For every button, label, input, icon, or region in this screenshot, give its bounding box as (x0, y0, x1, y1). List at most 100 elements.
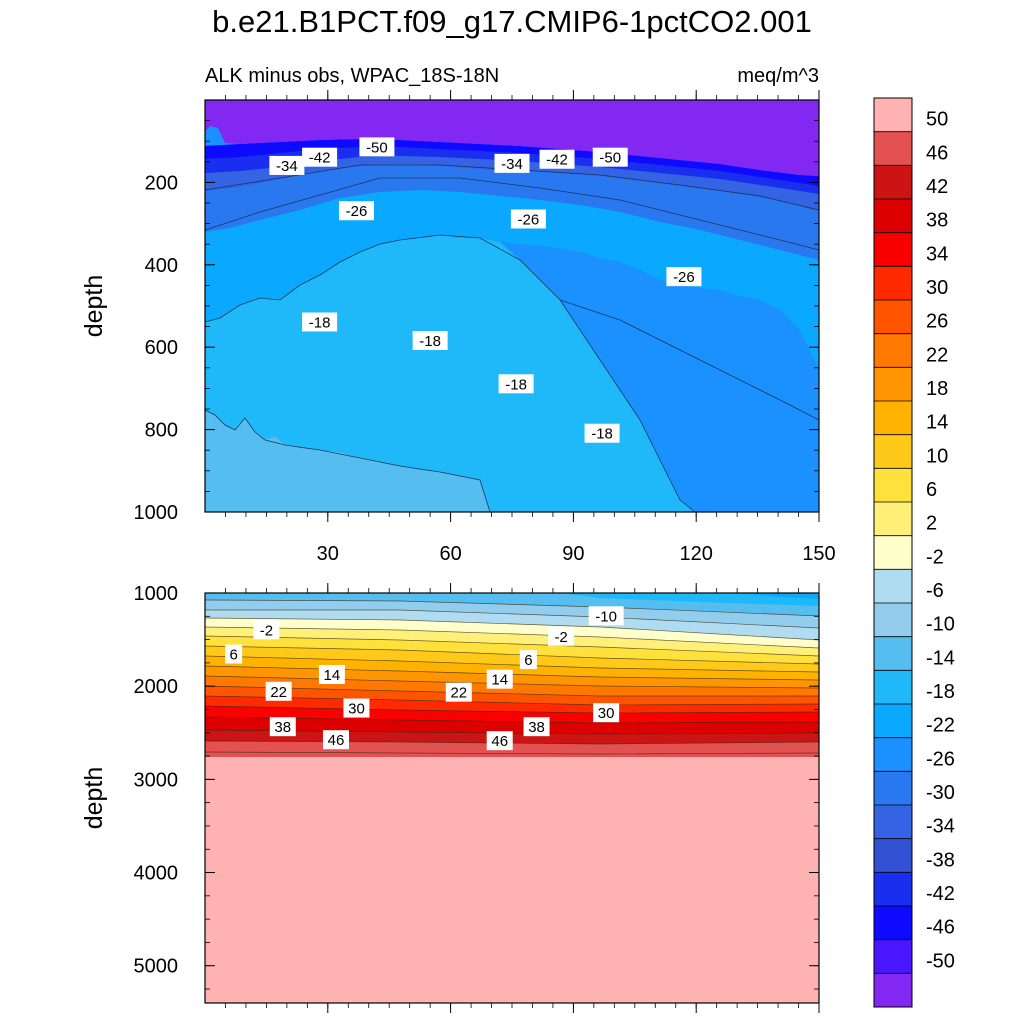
contour-label-text: -34 (276, 158, 298, 175)
subtitle-left: ALK minus obs, WPAC_18S-18N (205, 65, 499, 87)
contour-label: -2 (253, 620, 280, 640)
x-tick-label: 120 (680, 543, 713, 565)
contour-label: -18 (412, 331, 448, 351)
colorbar-swatch (874, 973, 912, 1008)
lower-band-m14 (560, 593, 819, 606)
colorbar-label: 22 (926, 344, 948, 366)
contour-label-bg (519, 650, 537, 670)
contour-label: -34 (494, 153, 530, 173)
colorbar-swatch (874, 232, 912, 267)
contour-label-text: -18 (309, 314, 331, 331)
y-tick-label: 400 (145, 255, 178, 277)
x-tick-label: 150 (802, 543, 835, 565)
contour-label-bg (486, 731, 513, 751)
colorbar-swatch (874, 199, 912, 234)
y-tick-label: 5000 (134, 956, 179, 978)
contour-label-bg (338, 201, 374, 221)
contour-label: 6 (519, 650, 537, 670)
upper-y-label: depth (80, 275, 108, 338)
contour-label-bg (588, 606, 624, 626)
contour-label-bg (548, 626, 575, 646)
contour-label-bg (445, 682, 472, 702)
contour-label-bg (592, 147, 628, 167)
contour-label-bg (269, 717, 296, 737)
contour-label: -18 (302, 312, 338, 332)
contour-label: -26 (510, 209, 546, 229)
contour-label: -26 (338, 201, 374, 221)
contour-label: -42 (539, 149, 575, 169)
colorbar-label: -2 (926, 546, 944, 568)
upper-y-axis: 200 400 600 800 1000 (134, 99, 819, 524)
lower-band-m18 (740, 593, 819, 599)
contour-label-bg (584, 423, 620, 443)
contour-label-text: -50 (599, 150, 621, 167)
contour-label-bg (225, 644, 243, 664)
colorbar-label: -50 (926, 950, 955, 972)
contour-label-bg (265, 681, 292, 701)
colorbar-label: 18 (926, 378, 948, 400)
x-tick-label: 90 (562, 543, 584, 565)
contour-label: 6 (225, 644, 243, 664)
contour-label-text: -42 (309, 150, 331, 167)
colorbar-label: 50 (926, 109, 948, 131)
contour-label: 22 (265, 681, 292, 701)
colorbar-label: -46 (926, 917, 955, 939)
contour-label: -50 (359, 137, 395, 157)
contour-label-text: -18 (505, 376, 527, 393)
contour-label-text: -26 (673, 269, 695, 286)
lower-fill (205, 593, 819, 1003)
colorbar-swatch (874, 603, 912, 638)
contour-label-text: -42 (546, 152, 568, 169)
colorbar-swatch (874, 569, 912, 604)
colorbar-label: -26 (926, 748, 955, 770)
contour-label: -18 (498, 374, 534, 394)
upper-band-22 (205, 175, 819, 370)
colorbar-label: 2 (926, 513, 937, 535)
lower-panel: -10 -2 -2 6 6 14 14 22 22 30 30 38 38 46 46 1000 2000 30… (80, 583, 820, 1013)
colorbar-swatch (874, 670, 912, 705)
colorbar-label: 26 (926, 311, 948, 333)
y-tick-label: 4000 (134, 863, 179, 885)
contour-label-bg (412, 331, 448, 351)
contour-label-text: -26 (346, 203, 368, 220)
colorbar-swatch (874, 468, 912, 503)
contour-label-bg (318, 665, 345, 684)
colorbar-label: -22 (926, 715, 955, 737)
contour-label-bg (510, 209, 546, 229)
colorbar-swatch (874, 98, 912, 133)
contour-label: -26 (666, 267, 702, 287)
contour-label-text: 30 (598, 705, 615, 722)
colorbar-label: 14 (926, 412, 948, 434)
colorbar-swatch (874, 333, 912, 368)
contour-label: 46 (322, 730, 349, 750)
contour-label-bg (498, 374, 534, 394)
contour-label-text: -34 (501, 156, 523, 173)
contour-label-bg (523, 717, 550, 737)
colorbar: 50 46 42 38 34 30 26 22 18 14 10 6 2 -2 -6 -10 -14 -18 -22… (873, 97, 955, 1008)
contour-label: -10 (588, 606, 624, 626)
upper-band-top (205, 100, 819, 176)
contour-label: 30 (593, 703, 620, 723)
contour-label-bg (494, 153, 530, 173)
y-tick-label: 1000 (134, 502, 179, 524)
y-tick-label: 200 (145, 172, 178, 194)
page-title: b.e21.B1PCT.f09_g17.CMIP6-1pctCO2.001 (212, 4, 812, 39)
colorbar-swatch (874, 939, 912, 974)
contour-label-text: -10 (595, 608, 617, 625)
contour-label: -18 (584, 423, 620, 443)
upper-x-axis: 30 60 90 120 150 (225, 90, 836, 565)
lower-y-label: depth (80, 767, 108, 830)
colorbar-swatch (874, 502, 912, 537)
contour-label-bg (322, 730, 349, 750)
y-tick-label: 600 (145, 337, 178, 359)
contour-label-bg (302, 147, 338, 167)
contour-label-text: 22 (270, 684, 287, 701)
upper-band-26 (205, 163, 819, 260)
colorbar-swatch (874, 401, 912, 436)
contour-label-text: -18 (591, 426, 613, 443)
contour-label-text: -26 (518, 211, 540, 228)
x-tick-label: 30 (317, 543, 339, 565)
contour-label-text: -2 (260, 622, 273, 639)
colorbar-swatch (874, 704, 912, 739)
contour-label-bg (269, 155, 305, 175)
